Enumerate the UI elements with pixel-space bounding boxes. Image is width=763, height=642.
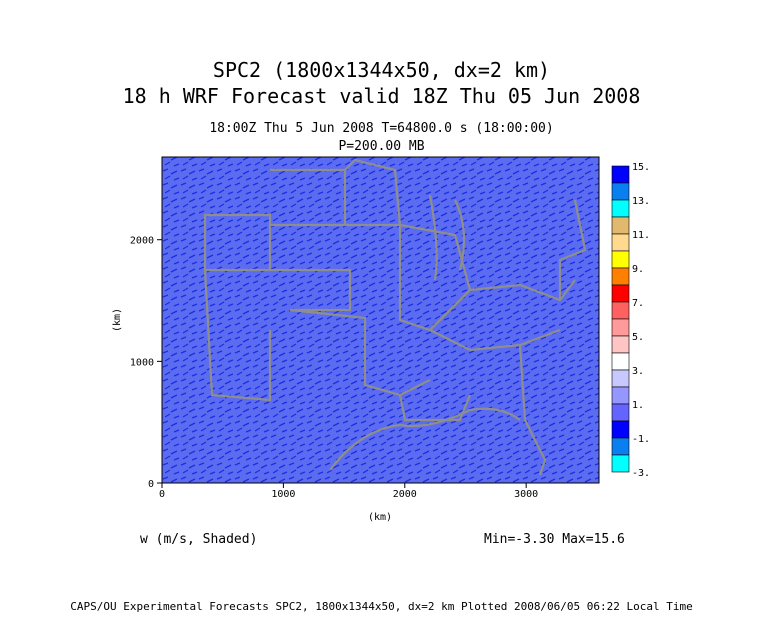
colorbar-label: 13. xyxy=(632,196,650,207)
colorbar-swatch xyxy=(611,233,630,252)
variable-label: w (m/s, Shaded) xyxy=(140,532,258,547)
y-tick-label: 0 xyxy=(148,479,154,490)
colorbar-label: 9. xyxy=(632,264,644,275)
y-tick-label: 1000 xyxy=(130,357,154,368)
x-axis-label: (km) xyxy=(368,512,392,523)
colorbar-swatch xyxy=(611,403,630,422)
x-tick-label: 1000 xyxy=(271,489,295,500)
colorbar-swatch xyxy=(611,216,630,235)
colorbar-swatch xyxy=(611,318,630,337)
x-tick-label: 3000 xyxy=(514,489,538,500)
min-max-label: Min=-3.30 Max=15.6 xyxy=(484,532,625,547)
colorbar-swatch xyxy=(611,369,630,388)
colorbar-swatch xyxy=(611,199,630,218)
x-tick-label: 0 xyxy=(159,489,165,500)
colorbar: 15. 13. 11. 9. 7. 5. 3. 1. -1. -3. xyxy=(611,162,650,479)
colorbar-swatch xyxy=(611,301,630,320)
colorbar-label: 15. xyxy=(632,162,650,173)
y-axis-label: (km) xyxy=(112,308,123,332)
colorbar-label: 5. xyxy=(632,332,644,343)
colorbar-swatch xyxy=(611,386,630,405)
colorbar-label: -1. xyxy=(632,434,650,445)
map-boundaries xyxy=(203,158,587,476)
colorbar-swatch xyxy=(611,284,630,303)
colorbar-swatch xyxy=(611,352,630,371)
colorbar-label: 1. xyxy=(632,400,644,411)
colorbar-label: -3. xyxy=(632,468,650,479)
colorbar-swatch xyxy=(611,420,630,439)
footer-credit: CAPS/OU Experimental Forecasts SPC2, 180… xyxy=(70,600,693,613)
colorbar-label: 3. xyxy=(632,366,644,377)
valid-time-label: 18:00Z Thu 5 Jun 2008 T=64800.0 s (18:00… xyxy=(209,121,554,136)
colorbar-label: 7. xyxy=(632,298,644,309)
colorbar-label: 11. xyxy=(632,230,650,241)
colorbar-swatch xyxy=(611,267,630,286)
colorbar-swatch xyxy=(611,454,630,473)
colorbar-swatch xyxy=(611,335,630,354)
pressure-level-label: P=200.00 MB xyxy=(338,139,425,154)
colorbar-swatch xyxy=(611,250,630,269)
chart-title: SPC2 (1800x1344x50, dx=2 km) xyxy=(212,58,551,82)
w-field-shading xyxy=(161,156,600,484)
y-tick-label: 2000 xyxy=(130,236,154,247)
chart-subtitle: 18 h WRF Forecast valid 18Z Thu 05 Jun 2… xyxy=(122,84,641,108)
colorbar-swatch xyxy=(611,437,630,456)
x-tick-label: 2000 xyxy=(393,489,417,500)
colorbar-swatch xyxy=(611,182,630,201)
colorbar-swatch xyxy=(611,165,630,184)
